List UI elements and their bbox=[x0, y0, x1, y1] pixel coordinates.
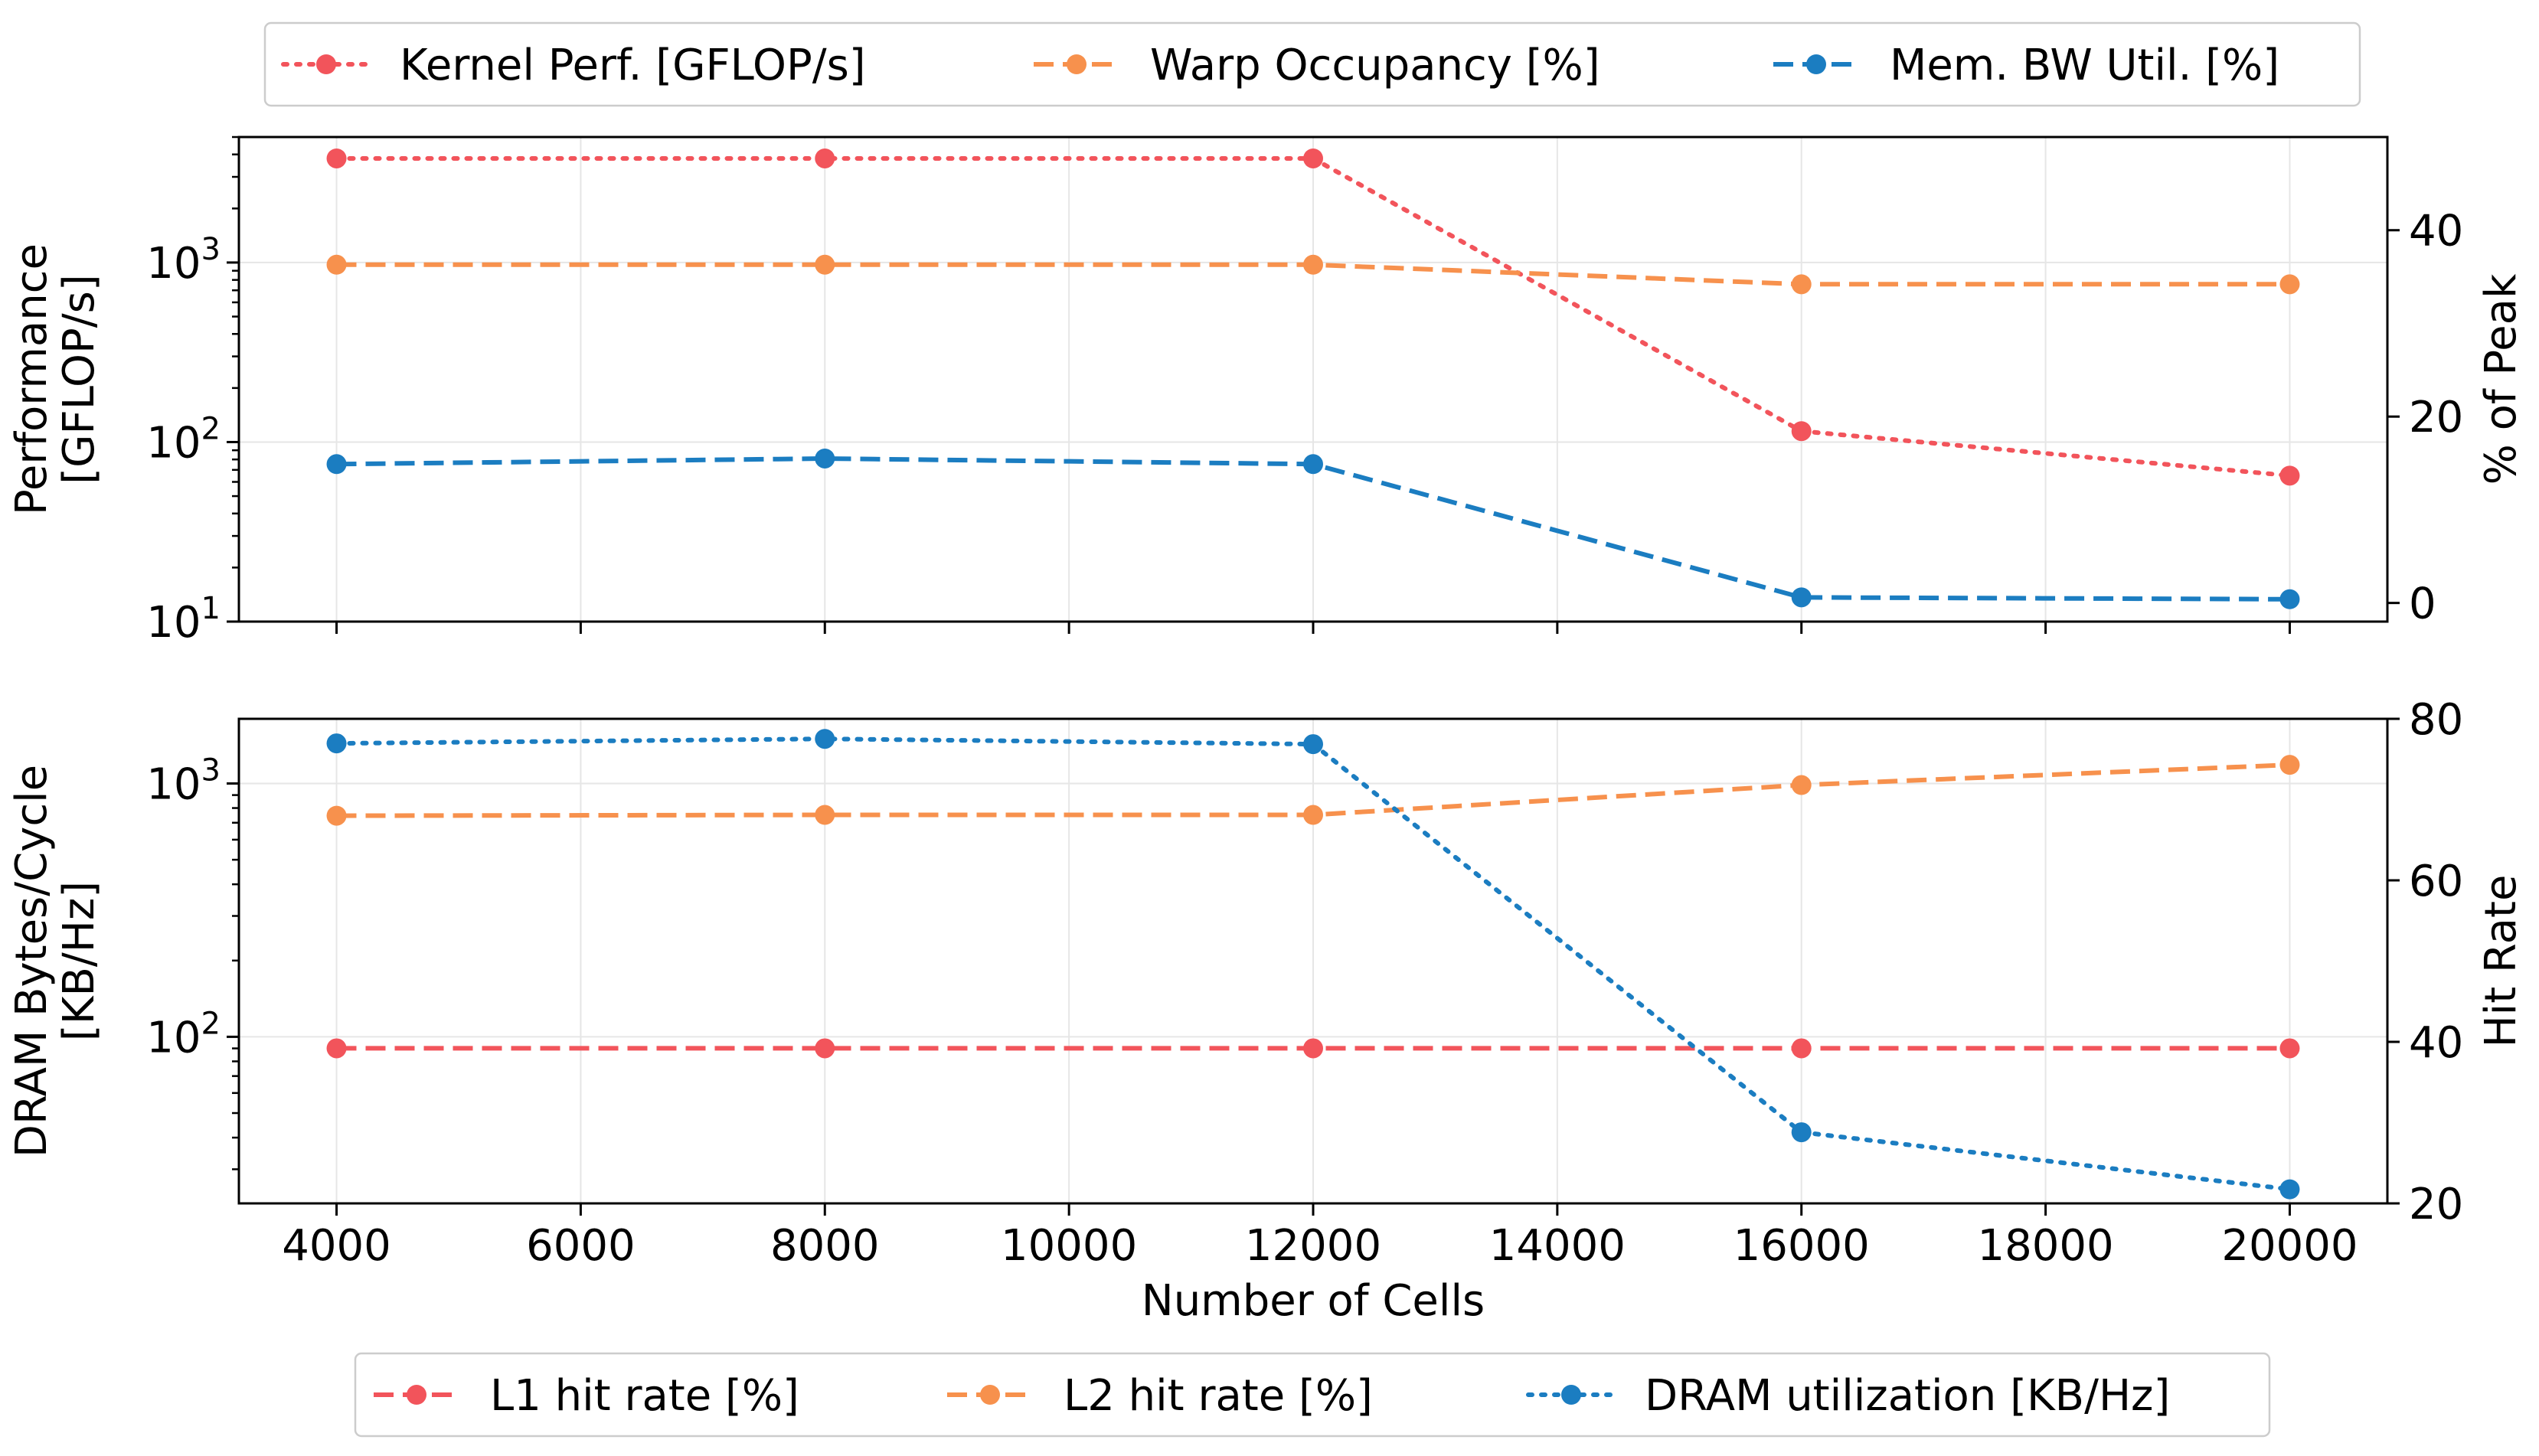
data-point bbox=[1791, 775, 1812, 795]
x-tick-label: 16000 bbox=[1734, 1221, 1870, 1271]
data-point bbox=[2279, 1179, 2300, 1200]
right-tick-label: 60 bbox=[2409, 857, 2463, 906]
data-point bbox=[326, 454, 347, 475]
series-warp-occupancy bbox=[326, 254, 2300, 295]
data-point bbox=[815, 1038, 835, 1059]
legend-label: Warp Occupancy [%] bbox=[1150, 41, 1600, 90]
legend-marker bbox=[1561, 1385, 1581, 1405]
data-point bbox=[1791, 1038, 1812, 1059]
x-tick-label: 4000 bbox=[282, 1221, 391, 1271]
panel-bottom: 102 103 20 40 60 80 DRAM Bytes/Cycle[KB/Hz] Hit… bbox=[7, 695, 2526, 1326]
legend-marker bbox=[1806, 54, 1826, 74]
data-point bbox=[2279, 589, 2300, 609]
left-axis-label: DRAM Bytes/Cycle[KB/Hz] bbox=[7, 765, 104, 1157]
left-tick-label: 103 bbox=[146, 232, 221, 289]
right-tick-label: 20 bbox=[2409, 393, 2463, 442]
series-l1-hit-rate bbox=[326, 1038, 2300, 1059]
data-point bbox=[326, 148, 347, 168]
series-mem-bw-util bbox=[326, 448, 2300, 609]
left-axis-label-line: Performance bbox=[7, 243, 57, 515]
data-point bbox=[1303, 254, 1323, 275]
right-tick-label: 40 bbox=[2409, 1018, 2463, 1068]
left-axis-label-line: DRAM Bytes/Cycle bbox=[7, 765, 57, 1157]
data-point bbox=[815, 254, 835, 275]
x-tick-label: 12000 bbox=[1245, 1221, 1381, 1271]
panel-top: 101 102 103 0 20 40 Performance[GFLOP/s] % of P… bbox=[7, 135, 2526, 648]
left-axis-label-line: [GFLOP/s] bbox=[54, 274, 104, 484]
left-tick-label: 103 bbox=[146, 752, 221, 809]
x-tick-label: 14000 bbox=[1489, 1221, 1626, 1271]
x-tick-label: 8000 bbox=[770, 1221, 880, 1271]
left-tick-label: 101 bbox=[146, 591, 221, 648]
data-point bbox=[2279, 755, 2300, 775]
data-point bbox=[326, 733, 347, 754]
legend-marker bbox=[407, 1385, 426, 1405]
data-point bbox=[326, 1038, 347, 1059]
legend-label: Kernel Perf. [GFLOP/s] bbox=[400, 41, 866, 90]
legend-label: L2 hit rate [%] bbox=[1064, 1371, 1373, 1421]
right-tick-label: 80 bbox=[2409, 695, 2463, 745]
right-tick-label: 40 bbox=[2409, 207, 2463, 256]
x-tick-label: 20000 bbox=[2221, 1221, 2358, 1271]
left-axis-label-line: [KB/Hz] bbox=[54, 881, 104, 1041]
data-point bbox=[326, 254, 347, 275]
data-point bbox=[1791, 1122, 1812, 1143]
left-axis-label: Performance[GFLOP/s] bbox=[7, 243, 104, 515]
legend-label: DRAM utilization [KB/Hz] bbox=[1645, 1371, 2170, 1421]
series-l2-hit-rate bbox=[326, 755, 2300, 826]
plot-frame bbox=[237, 717, 2389, 1205]
data-point bbox=[1303, 805, 1323, 825]
plot-frame bbox=[237, 135, 2389, 623]
data-point bbox=[326, 805, 347, 826]
data-point bbox=[815, 148, 835, 168]
legend-frame bbox=[263, 21, 2361, 107]
data-point bbox=[2279, 465, 2300, 486]
x-tick-label: 10000 bbox=[1001, 1221, 1137, 1271]
x-axis-label: Number of Cells bbox=[1142, 1276, 1485, 1326]
series-dram-utilization-kb-hz bbox=[326, 729, 2300, 1200]
right-tick-label: 20 bbox=[2409, 1180, 2463, 1229]
right-axis-label: % of Peak bbox=[2476, 273, 2526, 485]
legend-label: L1 hit rate [%] bbox=[490, 1371, 799, 1421]
series-kernel-perf-gflop-s bbox=[326, 148, 2300, 486]
right-tick-label: 0 bbox=[2409, 579, 2436, 629]
data-point bbox=[1303, 454, 1323, 475]
legend-bottom: L1 hit rate [%] L2 hit rate [%] DRAM utili… bbox=[354, 1352, 2271, 1438]
data-point bbox=[2279, 274, 2300, 295]
legend-marker bbox=[1067, 54, 1087, 74]
data-point bbox=[1791, 421, 1812, 442]
left-tick-label: 102 bbox=[146, 411, 221, 468]
data-point bbox=[2279, 1038, 2300, 1059]
data-point bbox=[1791, 587, 1812, 608]
legend-frame bbox=[354, 1352, 2271, 1438]
data-point bbox=[815, 448, 835, 468]
left-tick-label: 102 bbox=[146, 1006, 221, 1063]
data-point bbox=[1303, 734, 1323, 755]
right-axis-label: Hit Rate bbox=[2476, 875, 2526, 1048]
data-point bbox=[1303, 1038, 1323, 1059]
legend-marker bbox=[980, 1385, 1000, 1405]
data-point bbox=[815, 805, 835, 825]
legend-label: Mem. BW Util. [%] bbox=[1890, 41, 2279, 90]
legend-marker bbox=[316, 54, 336, 74]
data-point bbox=[815, 729, 835, 749]
legend-top: Kernel Perf. [GFLOP/s] Warp Occupancy [%]… bbox=[263, 21, 2361, 107]
x-tick-label: 18000 bbox=[1978, 1221, 2114, 1271]
data-point bbox=[1791, 274, 1812, 295]
x-tick-label: 6000 bbox=[526, 1221, 636, 1271]
data-point bbox=[1303, 148, 1323, 168]
